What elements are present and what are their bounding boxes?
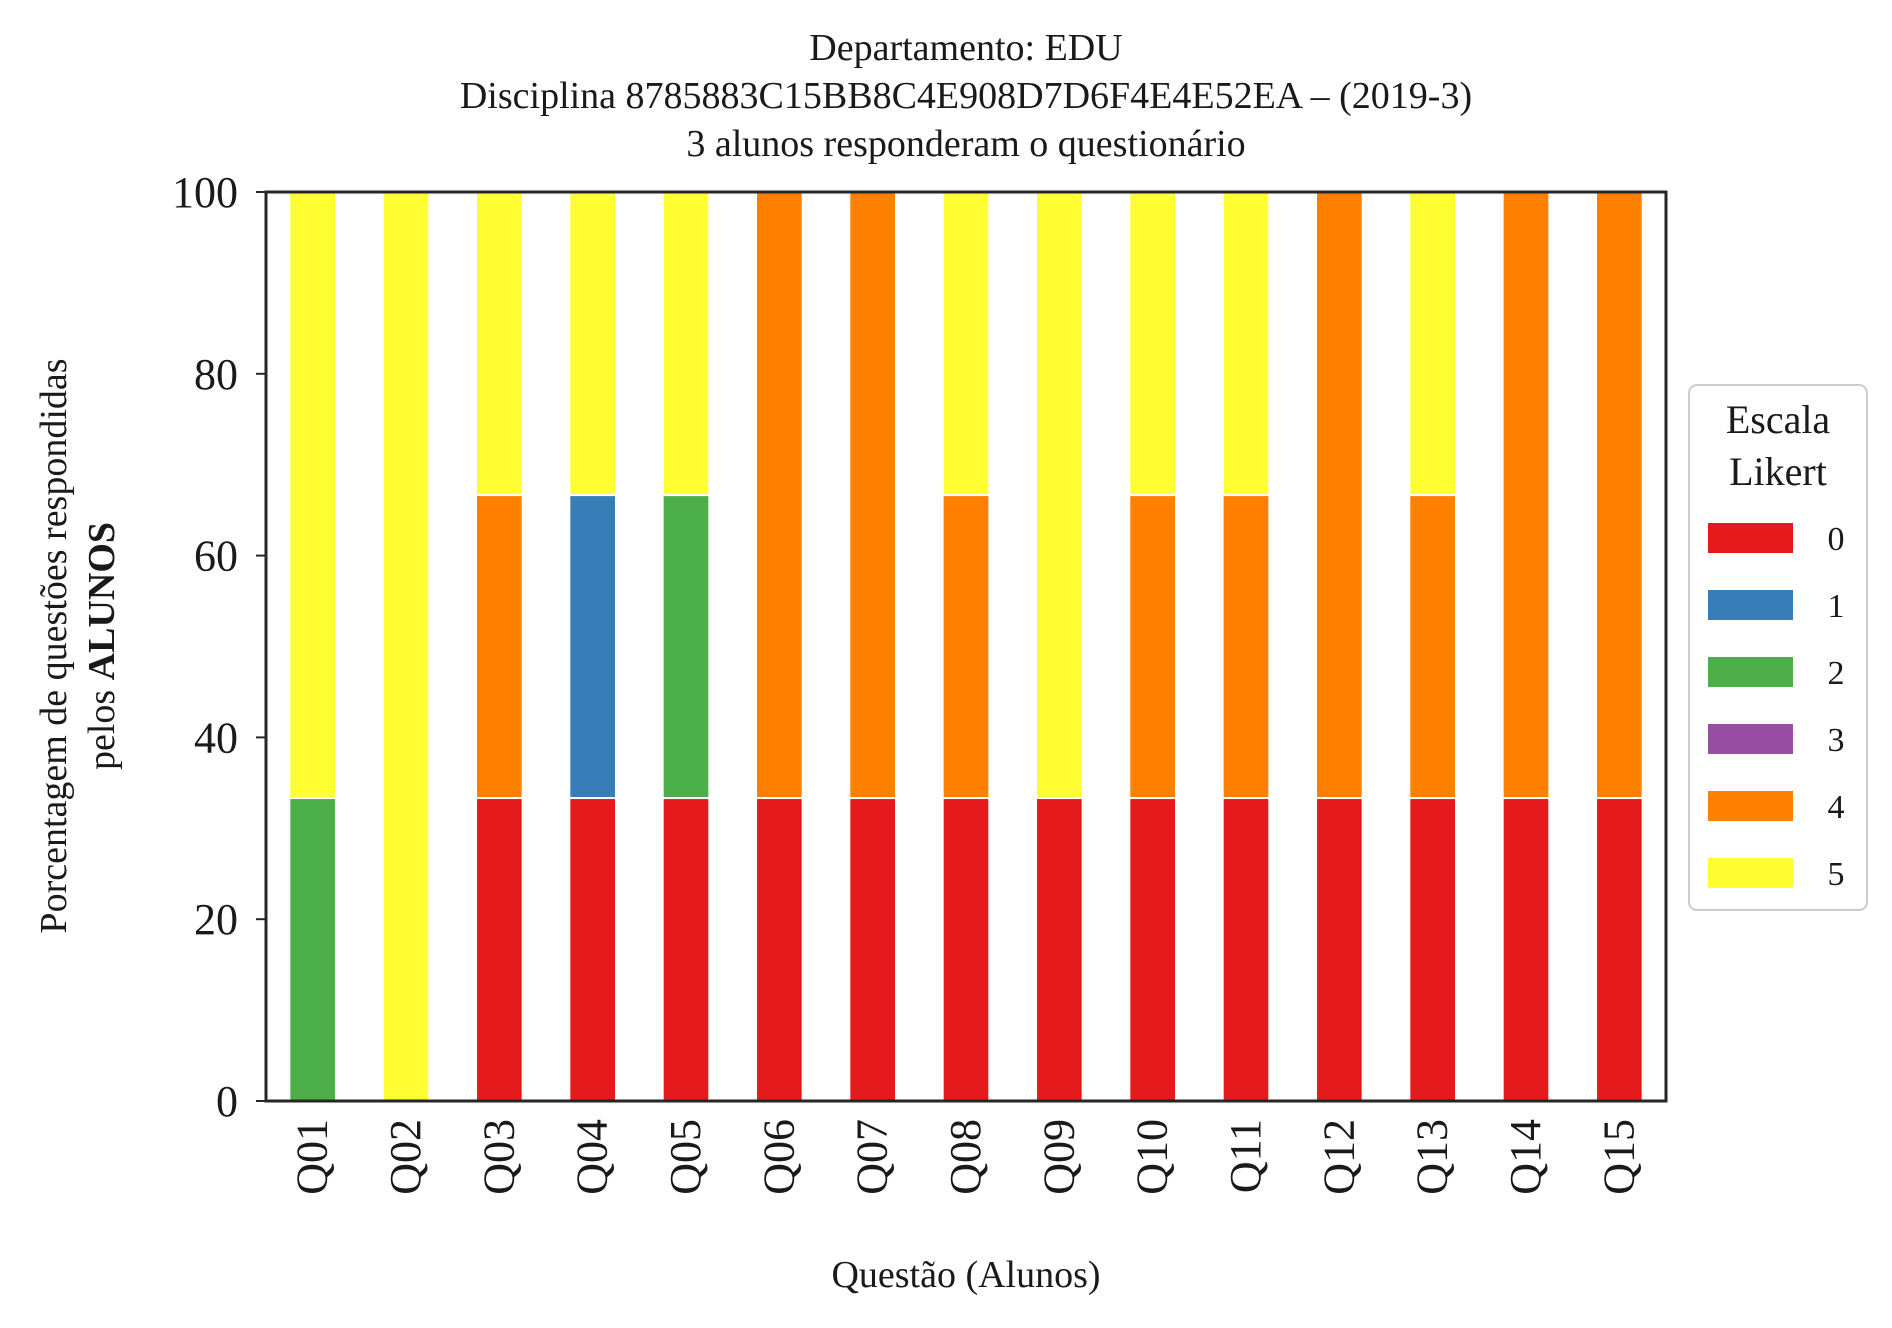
bar-segment-q11-likert-4 (1221, 494, 1271, 800)
y-axis-label-line-2: pelos ALUNOS (81, 522, 123, 770)
bar-segment-q03-likert-0 (475, 797, 524, 1103)
bars-layer (288, 191, 1644, 1103)
bar-segment-q07-likert-0 (848, 797, 898, 1103)
y-tick-label-100: 100 (172, 168, 238, 217)
x-tick-label-q05: Q05 (661, 1119, 710, 1195)
x-tick-label-q12: Q12 (1314, 1119, 1363, 1195)
y-tick-label-20: 20 (194, 895, 238, 944)
bar-segment-q13-likert-4 (1408, 494, 1457, 800)
plot-frame (264, 190, 1668, 1103)
x-tick-label-q14: Q14 (1501, 1119, 1550, 1195)
bar-segment-q14-likert-0 (1501, 797, 1551, 1103)
y-tick-label-40: 40 (194, 713, 238, 762)
legend-label-0: 0 (1828, 521, 1845, 558)
legend-swatch-5 (1708, 858, 1793, 888)
x-tick-label-q10: Q10 (1128, 1119, 1177, 1195)
y-tick-label-80: 80 (194, 350, 238, 399)
bar-segment-q08-likert-4 (941, 494, 991, 800)
bar-segment-q10-likert-0 (1128, 797, 1177, 1103)
bar-segment-q15-likert-4 (1595, 191, 1644, 800)
y-axis-label-line-1: Porcentagem de questões respondidas (33, 358, 75, 933)
legend-swatch-4 (1708, 791, 1793, 821)
bar-segment-q05-likert-0 (661, 797, 711, 1103)
bar-segment-q04-likert-0 (568, 797, 618, 1103)
y-axis-label: Porcentagem de questões respondidas pelo… (33, 358, 123, 933)
x-tick-label-q07: Q07 (848, 1119, 897, 1195)
bar-segment-q04-likert-1 (568, 494, 618, 800)
bar-segment-q13-likert-5 (1408, 191, 1457, 497)
legend-items: 0 1 2 3 4 5 (1708, 521, 1845, 893)
x-axis-ticks: Q01 Q02 Q03 Q04 Q05 Q06 Q07 Q08 Q09 Q10 Q11 Q12 Q13 Q… (288, 1119, 1644, 1195)
bar-segment-q09-likert-0 (1035, 797, 1084, 1103)
legend-swatch-1 (1708, 590, 1793, 620)
bar-segment-q03-likert-5 (475, 191, 524, 497)
bar-segment-q11-likert-0 (1221, 797, 1271, 1103)
bar-segment-q12-likert-4 (1315, 191, 1364, 800)
legend-swatch-2 (1708, 657, 1793, 687)
bar-segment-q09-likert-5 (1035, 191, 1084, 800)
bar-segment-q06-likert-4 (755, 191, 804, 800)
chart-title-line-1: Departamento: EDU (809, 27, 1122, 69)
y-axis-label-bold: ALUNOS (81, 522, 123, 680)
bar-segment-q01-likert-2 (288, 797, 337, 1103)
legend-label-1: 1 (1828, 588, 1845, 625)
x-tick-label-q06: Q06 (754, 1119, 803, 1195)
y-axis-ticks: 0 20 40 60 80 100 (172, 168, 266, 1126)
bar-segment-q11-likert-5 (1221, 191, 1271, 497)
y-tick-label-60: 60 (194, 532, 238, 581)
x-tick-label-q09: Q09 (1034, 1119, 1083, 1195)
x-tick-label-q15: Q15 (1594, 1119, 1643, 1195)
bar-segment-q14-likert-4 (1501, 191, 1551, 800)
legend-label-3: 3 (1828, 722, 1845, 759)
bar-segment-q04-likert-5 (568, 191, 618, 497)
legend-label-2: 2 (1828, 655, 1845, 692)
bar-segment-q01-likert-5 (288, 191, 337, 800)
legend-title-line-2: Likert (1729, 449, 1827, 494)
bar-segment-q13-likert-0 (1408, 797, 1457, 1103)
x-tick-label-q02: Q02 (381, 1119, 430, 1195)
legend-title-line-1: Escala (1726, 397, 1831, 442)
bar-segment-q05-likert-5 (661, 191, 711, 497)
y-tick-label-0: 0 (216, 1077, 238, 1126)
chart-title-line-2: Disciplina 8785883C15BB8C4E908D7D6F4E4E5… (460, 75, 1472, 117)
legend: Escala Likert 0 1 2 3 4 5 (1688, 384, 1868, 911)
x-tick-label-q01: Q01 (288, 1119, 337, 1195)
bar-segment-q03-likert-4 (475, 494, 524, 800)
bar-segment-q15-likert-0 (1595, 797, 1644, 1103)
x-tick-label-q04: Q04 (568, 1119, 617, 1195)
legend-swatch-3 (1708, 724, 1793, 754)
x-axis-label: Questão (Alunos) (831, 1254, 1100, 1296)
chart-title-line-3: 3 alunos responderam o questionário (686, 123, 1245, 165)
bar-segment-q07-likert-4 (848, 191, 898, 800)
bar-segment-q10-likert-5 (1128, 191, 1177, 497)
x-tick-label-q13: Q13 (1408, 1119, 1457, 1195)
x-tick-label-q11: Q11 (1221, 1119, 1270, 1193)
legend-swatch-0 (1708, 523, 1793, 553)
x-tick-label-q08: Q08 (941, 1119, 990, 1195)
bar-segment-q08-likert-0 (941, 797, 991, 1103)
bar-segment-q12-likert-0 (1315, 797, 1364, 1103)
legend-label-5: 5 (1828, 856, 1845, 893)
legend-label-4: 4 (1828, 789, 1845, 826)
bar-segment-q06-likert-0 (755, 797, 804, 1103)
bar-segment-q05-likert-2 (661, 494, 711, 800)
bar-segment-q10-likert-4 (1128, 494, 1177, 800)
legend-frame (1688, 384, 1868, 911)
bar-segment-q02-likert-5 (381, 191, 431, 1102)
bar-segment-q08-likert-5 (941, 191, 991, 497)
y-axis-label-prefix: pelos (81, 680, 123, 770)
x-tick-label-q03: Q03 (474, 1119, 523, 1195)
